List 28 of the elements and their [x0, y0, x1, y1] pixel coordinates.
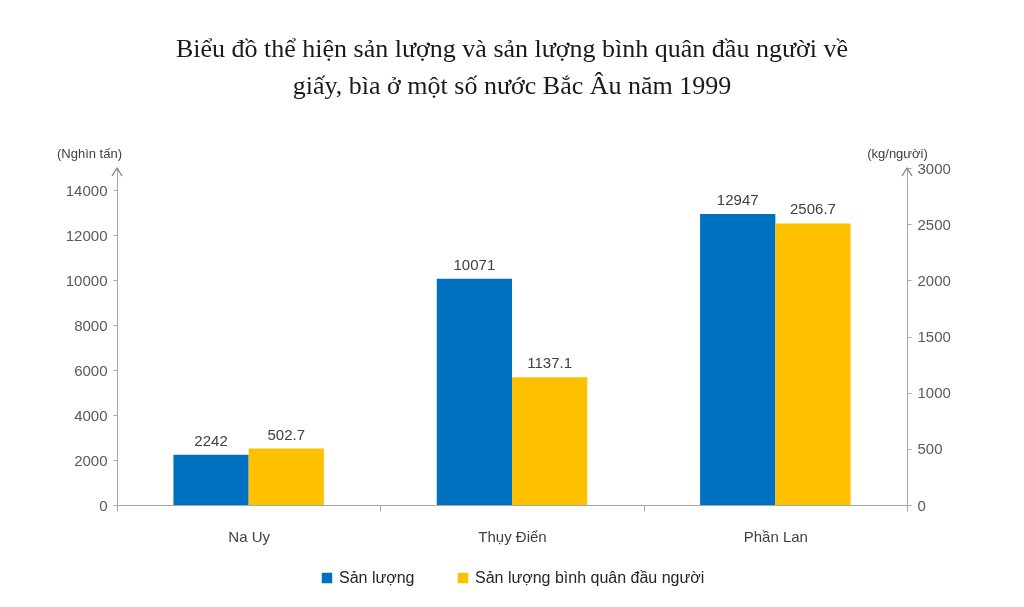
y2-tick-label: 500 — [917, 440, 943, 458]
y-tick-label: 10000 — [65, 271, 108, 289]
y-tick-label: 6000 — [74, 361, 108, 379]
legend-label: Sản lượng — [339, 569, 415, 586]
data-label: 1137.1 — [527, 354, 572, 372]
data-label: 12947 — [716, 191, 759, 209]
chart-title: Biểu đồ thể hiện sản lượng và sản lượng bình quân đầu người về giấy, bìa ở một số nước Bắc Âu năm 1999 — [175, 34, 849, 100]
y2-tick-label: 1500 — [917, 328, 951, 345]
data-label: 2506.7 — [790, 200, 836, 218]
y-tick-label: 4000 — [74, 406, 108, 424]
y2-tick-label: 2500 — [917, 215, 951, 233]
data-label: 10071 — [453, 255, 496, 273]
y-tick-label: 0 — [99, 496, 108, 514]
y-axis-title: (Nghìn tấn) — [56, 145, 123, 161]
y-tick-label: 2000 — [74, 451, 108, 469]
x-tick-label: Thụy Điển — [478, 527, 547, 545]
data-label: 2242 — [194, 431, 228, 449]
y2-axis-title: (kg/người) — [867, 145, 928, 161]
y-tick-label: 14000 — [65, 181, 108, 199]
y-tick-label: 8000 — [74, 316, 108, 334]
y2-tick-label: 0 — [917, 496, 926, 514]
y2-tick-label: 2000 — [917, 271, 951, 289]
x-tick-label: Phần Lan — [743, 527, 808, 545]
y-tick-label: 12000 — [65, 226, 108, 244]
x-tick-label: Na Uy — [228, 527, 271, 545]
data-label: 502.7 — [267, 425, 306, 443]
y2-tick-label: 1000 — [917, 384, 951, 402]
legend-label: Sản lượng bình quân đầu người — [475, 569, 705, 586]
